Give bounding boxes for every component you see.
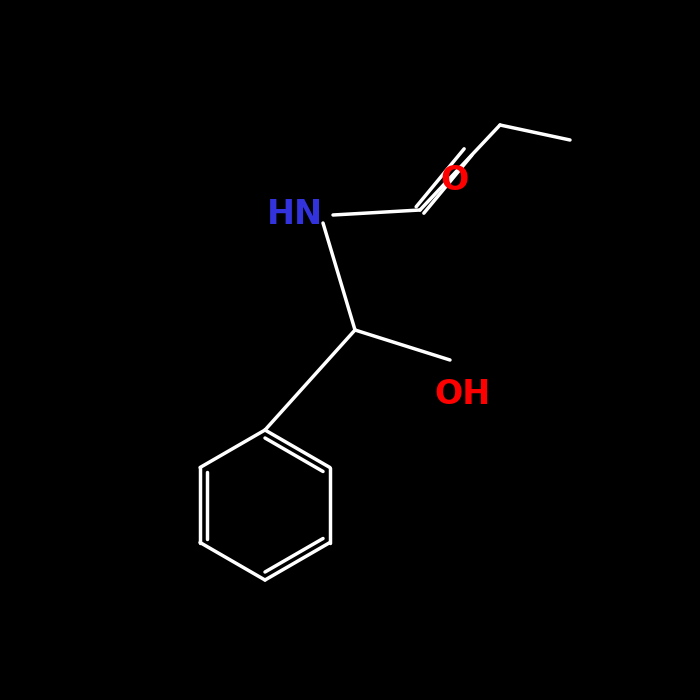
Text: OH: OH — [434, 379, 490, 412]
Text: O: O — [441, 164, 469, 197]
Text: HN: HN — [267, 199, 323, 232]
